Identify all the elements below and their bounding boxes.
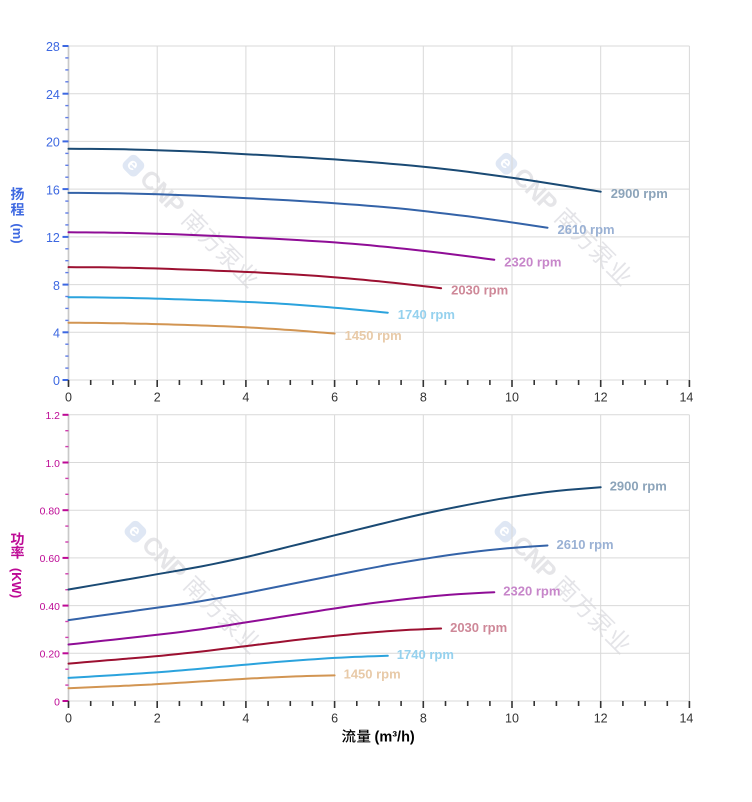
svg-text:1740 rpm: 1740 rpm (398, 307, 455, 322)
svg-text:0: 0 (53, 374, 60, 388)
svg-text:1450 rpm: 1450 rpm (344, 667, 401, 682)
svg-text:8: 8 (53, 279, 60, 293)
svg-text:16: 16 (46, 183, 60, 197)
svg-text:4: 4 (242, 390, 249, 404)
svg-text:2: 2 (154, 711, 161, 725)
svg-text:6: 6 (331, 390, 338, 404)
svg-text:12: 12 (594, 390, 608, 404)
svg-text:0: 0 (65, 711, 72, 725)
svg-text:12: 12 (46, 231, 60, 245)
svg-text:2320 rpm: 2320 rpm (503, 584, 560, 599)
svg-text:0.80: 0.80 (40, 507, 60, 518)
svg-text:10: 10 (505, 711, 519, 725)
svg-text:0.40: 0.40 (40, 602, 60, 613)
svg-text:1450 rpm: 1450 rpm (345, 328, 402, 343)
svg-text:20: 20 (46, 136, 60, 150)
svg-text:14: 14 (679, 711, 693, 725)
svg-text:10: 10 (505, 390, 519, 404)
svg-text:0.20: 0.20 (40, 650, 60, 661)
svg-text:1.0: 1.0 (45, 459, 60, 470)
svg-text:2320 rpm: 2320 rpm (504, 254, 561, 269)
svg-text:1740 rpm: 1740 rpm (397, 647, 454, 662)
svg-text:0.60: 0.60 (40, 554, 60, 565)
svg-text:(m): (m) (10, 223, 25, 243)
svg-text:2: 2 (154, 390, 161, 404)
svg-text:1.2: 1.2 (45, 411, 60, 422)
svg-text:2610 rpm: 2610 rpm (558, 222, 615, 237)
svg-text:8: 8 (420, 390, 427, 404)
svg-text:2610 rpm: 2610 rpm (557, 537, 614, 552)
svg-text:2030 rpm: 2030 rpm (451, 283, 508, 298)
svg-text:2030 rpm: 2030 rpm (450, 620, 507, 635)
svg-text:4: 4 (242, 711, 249, 725)
svg-text:2900 rpm: 2900 rpm (610, 479, 667, 494)
svg-text:4: 4 (53, 327, 60, 341)
svg-text:8: 8 (420, 711, 427, 725)
svg-text:6: 6 (331, 711, 338, 725)
svg-text:24: 24 (46, 88, 60, 102)
svg-text:0: 0 (54, 697, 60, 708)
svg-text:0: 0 (65, 390, 72, 404)
svg-text:(KW): (KW) (9, 568, 24, 598)
svg-text:2900 rpm: 2900 rpm (611, 186, 668, 201)
svg-text:14: 14 (679, 390, 693, 404)
svg-text:28: 28 (46, 40, 60, 54)
svg-text:(m³/h): (m³/h) (375, 730, 415, 746)
svg-text:12: 12 (594, 711, 608, 725)
